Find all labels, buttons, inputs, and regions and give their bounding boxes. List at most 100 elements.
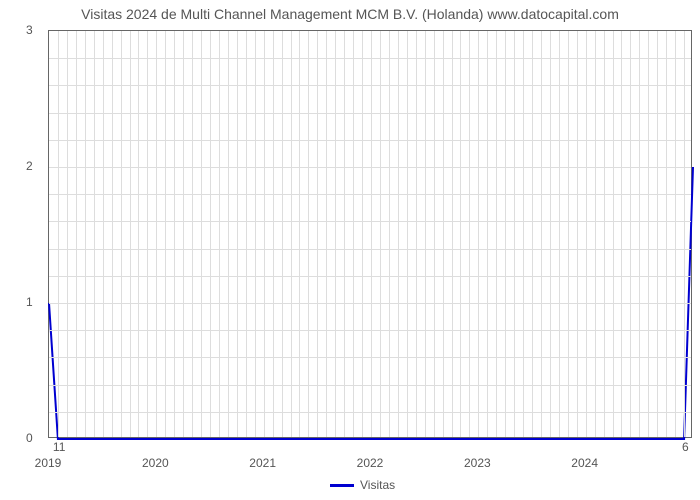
gridline-vertical (586, 31, 587, 437)
gridline-horizontal (49, 249, 691, 250)
gridline-horizontal (49, 194, 691, 195)
gridline-vertical (443, 31, 444, 437)
gridline-horizontal (49, 85, 691, 86)
gridline-vertical (147, 31, 148, 437)
gridline-vertical (156, 31, 157, 437)
gridline-vertical (67, 31, 68, 437)
gridline-vertical (675, 31, 676, 437)
x-tick-label: 2019 (35, 456, 62, 470)
gridline-horizontal (49, 357, 691, 358)
gridline-vertical (353, 31, 354, 437)
x-tick-label: 2023 (464, 456, 491, 470)
gridline-vertical (264, 31, 265, 437)
gridline-vertical (595, 31, 596, 437)
gridline-vertical (138, 31, 139, 437)
gridline-vertical (94, 31, 95, 437)
gridline-vertical (112, 31, 113, 437)
gridline-horizontal (49, 385, 691, 386)
gridline-vertical (407, 31, 408, 437)
data-point-label: 6 (682, 440, 689, 454)
gridline-vertical (344, 31, 345, 437)
gridline-vertical (550, 31, 551, 437)
gridline-vertical (684, 31, 685, 437)
legend-swatch (330, 484, 354, 487)
gridline-vertical (514, 31, 515, 437)
gridline-vertical (103, 31, 104, 437)
gridline-horizontal (49, 221, 691, 222)
gridline-vertical (58, 31, 59, 437)
data-point-label: 11 (53, 440, 65, 454)
gridline-vertical (299, 31, 300, 437)
gridline-vertical (380, 31, 381, 437)
gridline-vertical (255, 31, 256, 437)
gridline-vertical (577, 31, 578, 437)
gridline-horizontal (49, 412, 691, 413)
gridline-vertical (76, 31, 77, 437)
gridline-vertical (237, 31, 238, 437)
gridline-vertical (174, 31, 175, 437)
gridline-vertical (85, 31, 86, 437)
gridline-vertical (469, 31, 470, 437)
x-tick-label: 2022 (357, 456, 384, 470)
x-tick-label: 2024 (571, 456, 598, 470)
gridline-vertical (657, 31, 658, 437)
gridline-vertical (621, 31, 622, 437)
gridline-vertical (291, 31, 292, 437)
gridline-vertical (121, 31, 122, 437)
gridline-vertical (246, 31, 247, 437)
gridline-vertical (523, 31, 524, 437)
gridline-vertical (371, 31, 372, 437)
gridline-vertical (648, 31, 649, 437)
gridline-vertical (219, 31, 220, 437)
gridline-vertical (398, 31, 399, 437)
gridline-vertical (452, 31, 453, 437)
gridline-vertical (434, 31, 435, 437)
gridline-vertical (130, 31, 131, 437)
gridline-horizontal (49, 276, 691, 277)
gridline-vertical (460, 31, 461, 437)
gridline-horizontal (49, 330, 691, 331)
plot-area (48, 30, 692, 438)
gridline-vertical (228, 31, 229, 437)
gridline-vertical (487, 31, 488, 437)
gridline-vertical (604, 31, 605, 437)
gridline-vertical (541, 31, 542, 437)
gridline-vertical (210, 31, 211, 437)
x-tick-label: 2021 (249, 456, 276, 470)
gridline-vertical (478, 31, 479, 437)
gridline-vertical (425, 31, 426, 437)
gridline-vertical (192, 31, 193, 437)
chart-title: Visitas 2024 de Multi Channel Management… (0, 6, 700, 22)
gridline-vertical (613, 31, 614, 437)
gridline-vertical (505, 31, 506, 437)
gridline-horizontal (49, 167, 691, 168)
legend-label: Visitas (360, 478, 395, 492)
gridline-vertical (532, 31, 533, 437)
gridline-vertical (273, 31, 274, 437)
gridline-vertical (201, 31, 202, 437)
gridline-vertical (317, 31, 318, 437)
gridline-vertical (308, 31, 309, 437)
gridline-vertical (183, 31, 184, 437)
gridline-vertical (282, 31, 283, 437)
gridline-vertical (362, 31, 363, 437)
gridline-vertical (335, 31, 336, 437)
gridline-vertical (568, 31, 569, 437)
gridline-horizontal (49, 140, 691, 141)
chart-container: Visitas 2024 de Multi Channel Management… (0, 0, 700, 500)
gridline-horizontal (49, 58, 691, 59)
gridline-vertical (559, 31, 560, 437)
gridline-vertical (496, 31, 497, 437)
gridline-vertical (639, 31, 640, 437)
gridline-vertical (389, 31, 390, 437)
gridline-vertical (165, 31, 166, 437)
gridline-vertical (630, 31, 631, 437)
gridline-vertical (666, 31, 667, 437)
y-tick-label: 3 (26, 23, 33, 37)
gridline-vertical (326, 31, 327, 437)
y-tick-label: 2 (26, 159, 33, 173)
y-tick-label: 0 (26, 431, 33, 445)
legend: Visitas (330, 478, 395, 492)
gridline-horizontal (49, 303, 691, 304)
x-tick-label: 2020 (142, 456, 169, 470)
